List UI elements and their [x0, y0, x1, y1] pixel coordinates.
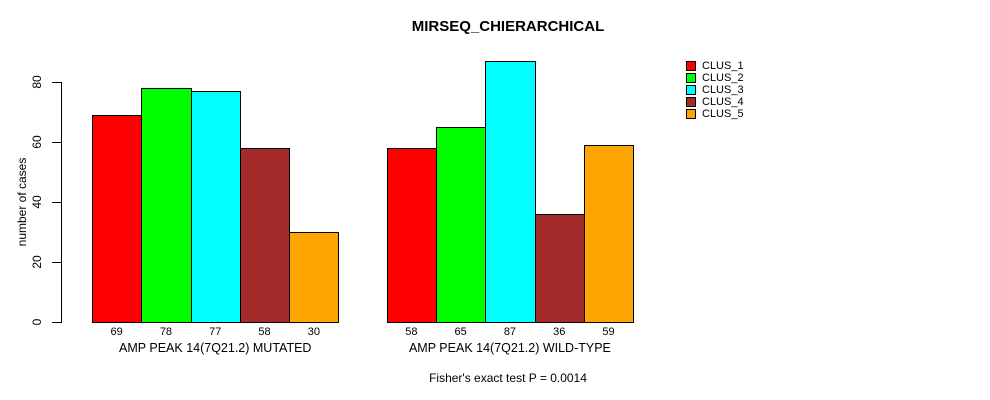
- y-tick: [52, 142, 62, 143]
- bar-clus-3-group-1: [190, 91, 241, 323]
- y-tick-label: 20: [30, 255, 44, 269]
- bar-clus-2-group-1: [141, 88, 192, 323]
- bar-clus-4-group-1: [239, 148, 291, 323]
- y-tick: [52, 262, 62, 263]
- legend-label: CLUS_4: [702, 96, 744, 108]
- legend-swatch: [686, 109, 696, 119]
- bar-clus-1-group-2: [386, 148, 437, 323]
- chart-title: MIRSEQ_CHIERARCHICAL: [411, 18, 605, 35]
- legend-item: CLUS_1: [686, 60, 744, 72]
- bar-clus-2-group-2: [436, 127, 487, 323]
- legend-item: CLUS_4: [686, 96, 744, 108]
- legend: CLUS_1 CLUS_2 CLUS_3 CLUS_4 CLUS_5: [686, 61, 744, 121]
- bar-value-label: 78: [159, 326, 173, 338]
- y-tick-label: 80: [30, 75, 44, 89]
- bar-value-label: 59: [602, 326, 615, 338]
- legend-item: CLUS_3: [686, 84, 744, 96]
- legend-swatch: [686, 61, 696, 71]
- legend-item: CLUS_5: [686, 108, 744, 120]
- bar-clus-5-group-1: [289, 232, 340, 323]
- bar-value-label: 58: [405, 326, 418, 338]
- bar-clus-3-group-2: [485, 61, 536, 323]
- y-tick: [52, 202, 62, 203]
- bar-value-label: 69: [110, 326, 123, 338]
- bar-value-label: 87: [503, 326, 517, 338]
- legend-label: CLUS_2: [702, 72, 744, 84]
- y-tick: [52, 82, 62, 83]
- legend-label: CLUS_5: [702, 108, 744, 120]
- bar-clus-4-group-2: [534, 214, 585, 323]
- y-tick-label: 40: [30, 195, 44, 209]
- bar-value-label: 65: [454, 326, 467, 338]
- legend-item: CLUS_2: [686, 72, 744, 84]
- group-label: AMP PEAK 14(7Q21.2) MUTATED: [119, 341, 312, 355]
- y-tick-label: 60: [30, 135, 44, 149]
- bar-value-label: 30: [307, 326, 320, 338]
- legend-swatch: [686, 73, 696, 83]
- legend-label: CLUS_1: [702, 60, 744, 72]
- y-axis-label: number of cases: [15, 157, 29, 247]
- bar-clus-5-group-2: [583, 145, 635, 323]
- legend-swatch: [686, 85, 696, 95]
- bar-clus-1-group-1: [92, 115, 143, 323]
- fisher-test-annotation: Fisher's exact test P = 0.0014: [429, 371, 587, 385]
- y-tick: [52, 322, 62, 323]
- y-tick-label: 0: [30, 318, 44, 326]
- bar-value-label: 77: [209, 326, 222, 338]
- legend-swatch: [686, 97, 696, 107]
- legend-label: CLUS_3: [702, 84, 744, 96]
- bar-value-label: 36: [553, 326, 566, 338]
- group-label: AMP PEAK 14(7Q21.2) WILD-TYPE: [408, 341, 611, 355]
- bar-value-label: 58: [258, 326, 271, 338]
